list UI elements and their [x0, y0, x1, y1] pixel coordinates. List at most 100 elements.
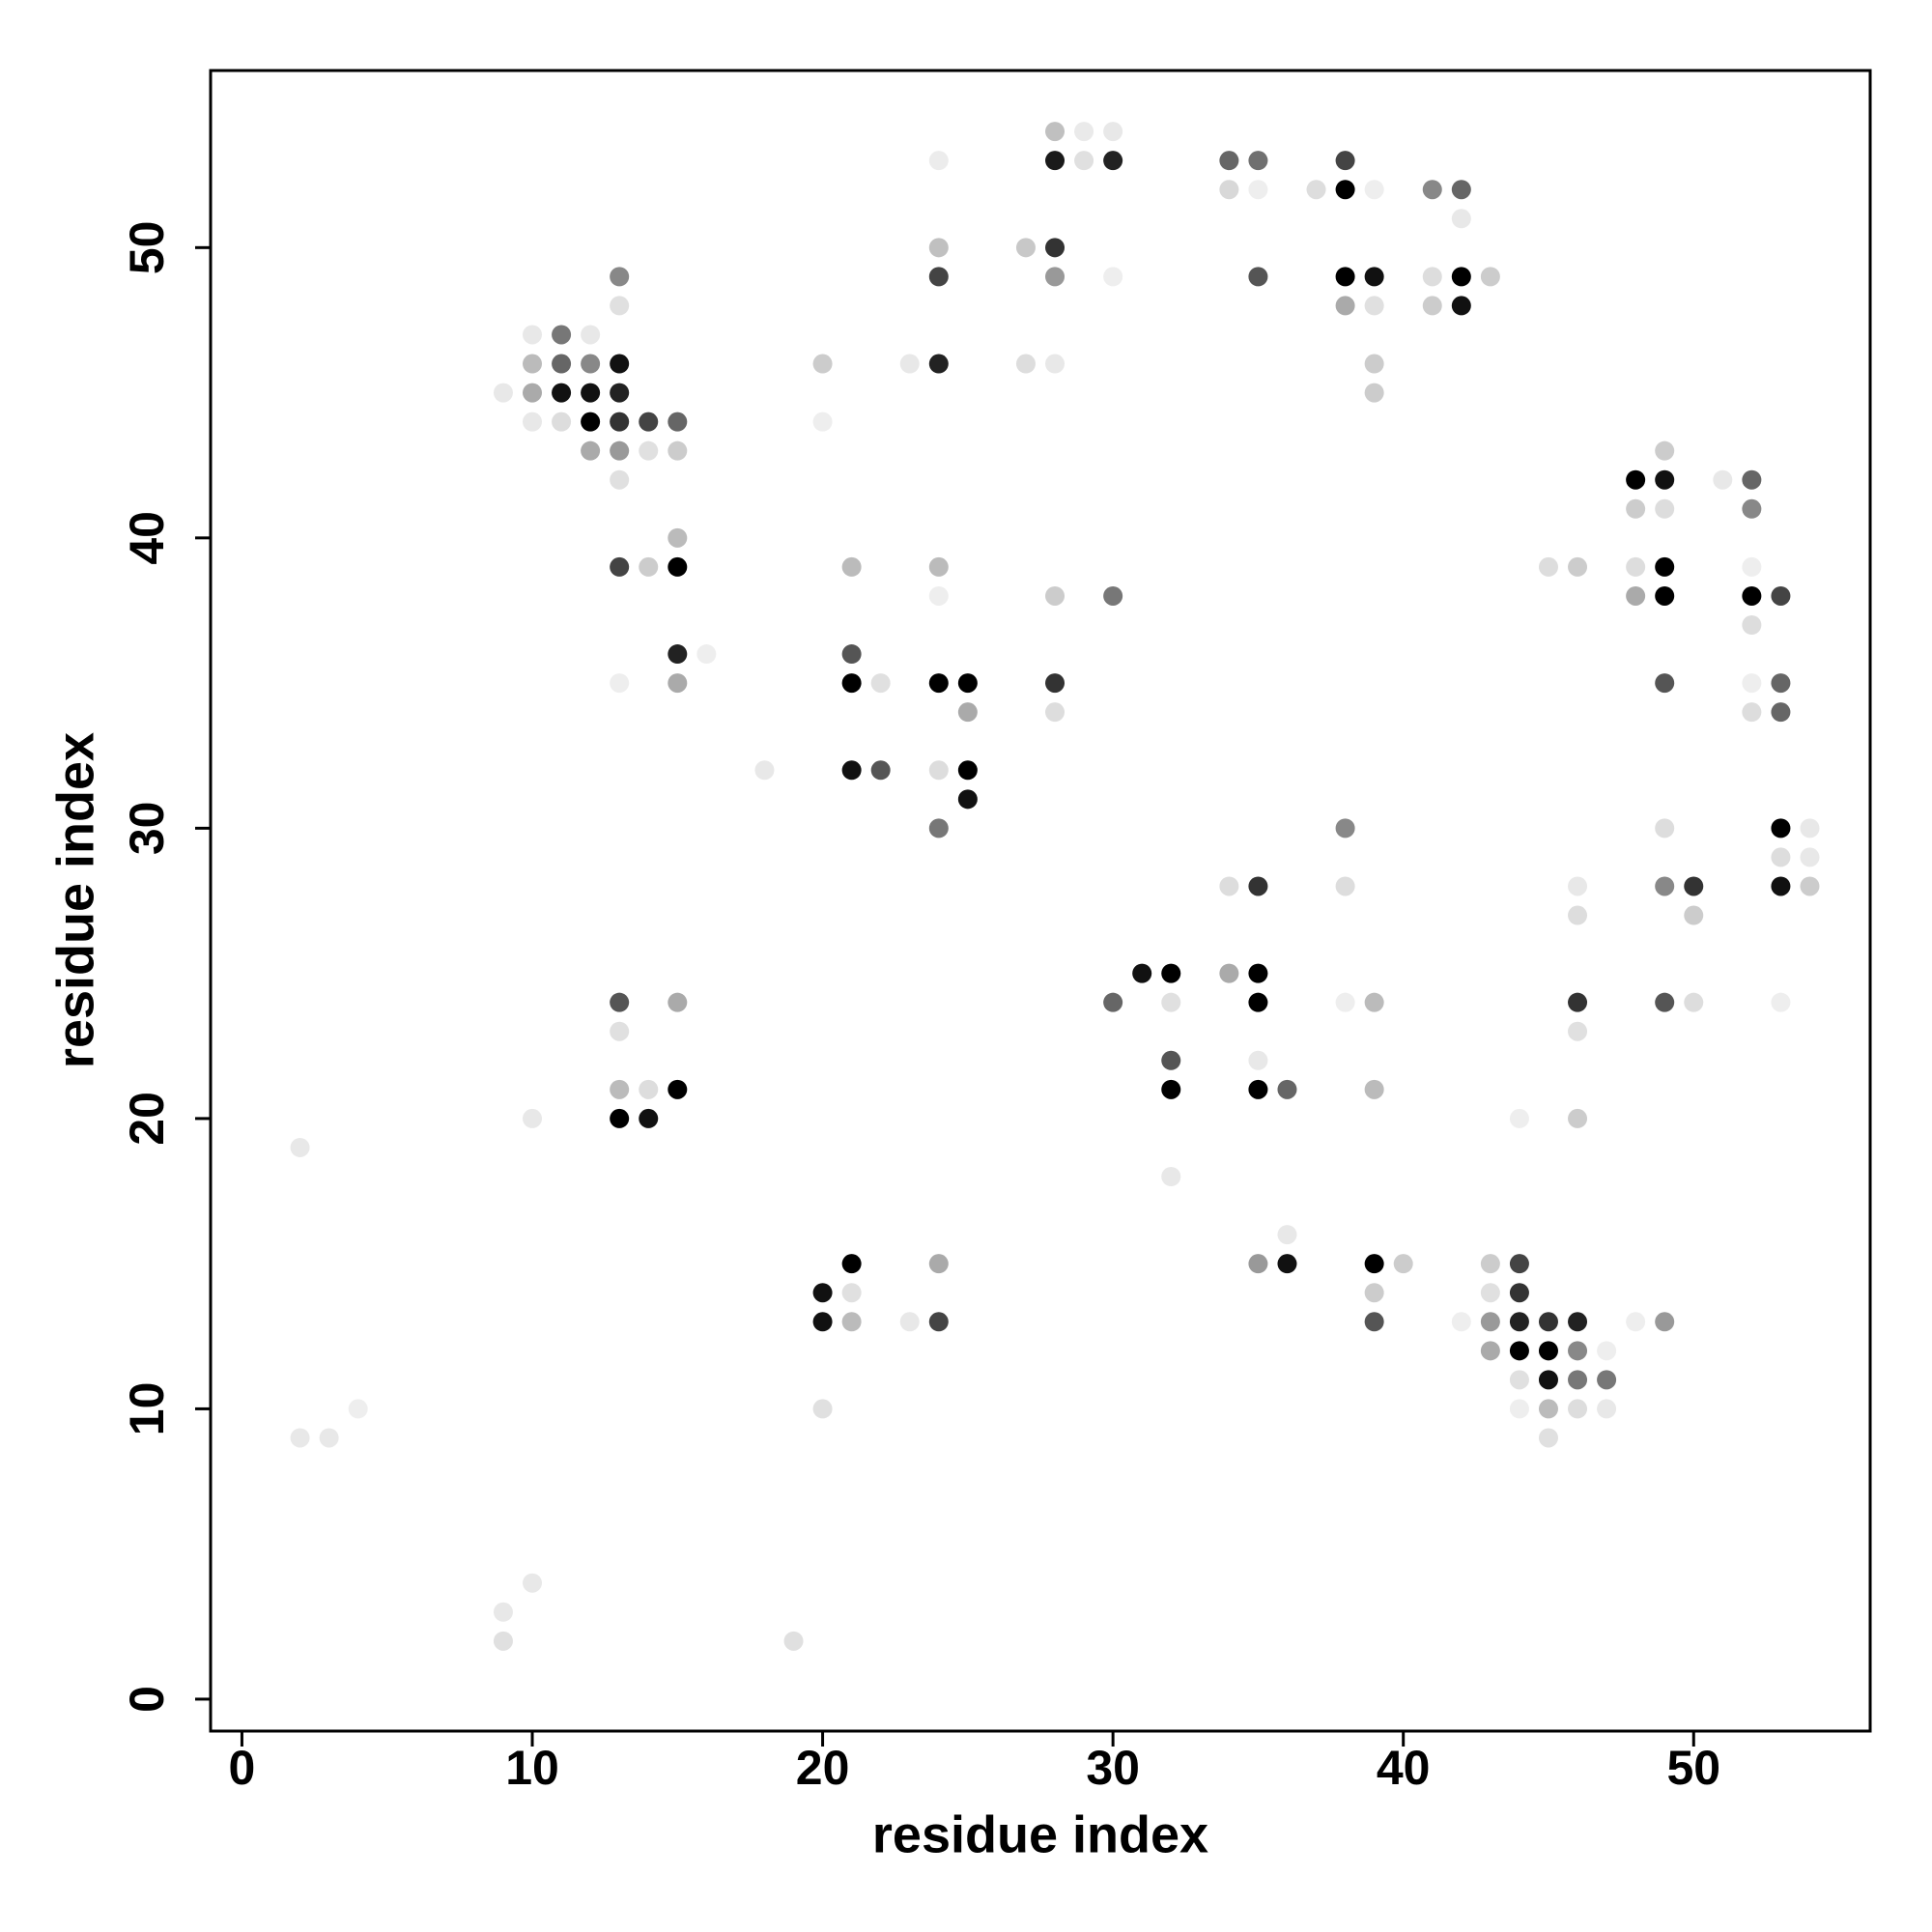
contact-point — [1597, 1341, 1617, 1361]
contact-point — [841, 644, 862, 665]
contact-point — [957, 673, 978, 694]
contact-point — [1335, 296, 1355, 316]
contact-point — [1015, 354, 1036, 374]
contact-point — [1742, 585, 1762, 606]
contact-point — [1480, 1283, 1500, 1303]
contact-point — [1480, 1312, 1500, 1332]
contact-point — [1277, 1079, 1297, 1099]
contact-point — [841, 1312, 862, 1332]
contact-point — [1219, 180, 1239, 200]
contact-point — [523, 412, 543, 432]
contact-point — [523, 383, 543, 403]
contact-point — [581, 354, 601, 374]
x-tick-label: 20 — [796, 1741, 850, 1795]
contact-point — [668, 1079, 688, 1099]
contact-point — [1364, 180, 1384, 200]
contact-point — [1393, 1254, 1413, 1274]
contact-point — [1742, 556, 1762, 577]
contact-point — [1045, 151, 1065, 171]
x-axis-label: residue index — [872, 1805, 1208, 1863]
contact-point — [1568, 992, 1588, 1012]
contact-point — [523, 1108, 543, 1128]
contact-point — [639, 1108, 659, 1128]
contact-point — [581, 325, 601, 345]
contact-point — [639, 440, 659, 461]
y-tick-label: 20 — [120, 1092, 174, 1146]
contact-point — [1248, 267, 1268, 287]
contact-point — [1161, 963, 1181, 983]
contact-point — [1219, 151, 1239, 171]
contact-point — [1451, 267, 1471, 287]
contact-point — [1045, 122, 1065, 142]
x-tick-label: 50 — [1666, 1741, 1720, 1795]
contact-point — [812, 1399, 833, 1419]
contact-point — [290, 1137, 310, 1157]
contact-point — [668, 527, 688, 548]
contact-point — [581, 383, 601, 403]
contact-point — [668, 556, 688, 577]
contact-point — [841, 673, 862, 694]
contact-point — [1335, 267, 1355, 287]
contact-point — [1655, 673, 1675, 694]
contact-point — [841, 1283, 862, 1303]
contact-point — [1509, 1341, 1529, 1361]
contact-point — [1626, 556, 1646, 577]
contact-point — [1568, 1108, 1588, 1128]
contact-point — [1306, 180, 1326, 200]
contact-point — [841, 760, 862, 781]
contact-point — [812, 412, 833, 432]
contact-point — [1103, 585, 1123, 606]
contact-point — [1655, 498, 1675, 519]
contact-point — [1655, 876, 1675, 896]
contact-point — [1451, 296, 1471, 316]
contact-point — [1103, 122, 1123, 142]
contact-point — [1597, 1399, 1617, 1419]
contact-point — [1422, 267, 1442, 287]
contact-point — [928, 354, 949, 374]
contact-point — [1568, 556, 1588, 577]
contact-point — [1364, 992, 1384, 1012]
contact-point — [1364, 354, 1384, 374]
contact-point — [1742, 673, 1762, 694]
contact-point — [1626, 1312, 1646, 1332]
contact-point — [1335, 818, 1355, 838]
y-tick-label: 40 — [120, 511, 174, 565]
contact-point — [696, 644, 717, 665]
contact-point — [1655, 469, 1675, 490]
contact-point — [1045, 238, 1065, 258]
contact-point — [1248, 1254, 1268, 1274]
contact-point — [1538, 1370, 1558, 1390]
x-tick-label: 30 — [1086, 1741, 1140, 1795]
contact-point — [523, 325, 543, 345]
contact-point — [610, 1108, 630, 1128]
contact-point — [1364, 267, 1384, 287]
contact-point — [1422, 180, 1442, 200]
contact-point — [1451, 209, 1471, 229]
contact-point — [581, 440, 601, 461]
contact-point — [1655, 585, 1675, 606]
y-tick-label: 30 — [120, 802, 174, 856]
contact-point — [1364, 1079, 1384, 1099]
contact-point — [1015, 238, 1036, 258]
contact-point — [1800, 818, 1820, 838]
contact-point — [610, 992, 630, 1012]
contact-point — [928, 151, 949, 171]
contact-point — [1538, 1428, 1558, 1448]
x-tick-label: 40 — [1377, 1741, 1431, 1795]
contact-point — [841, 556, 862, 577]
y-tick-label: 50 — [120, 221, 174, 275]
contact-point — [1161, 992, 1181, 1012]
contact-point — [1568, 1399, 1588, 1419]
plot-frame — [209, 69, 1872, 1733]
contact-point — [1655, 992, 1675, 1012]
contact-point — [1771, 673, 1791, 694]
contact-point — [1480, 1254, 1500, 1274]
contact-point — [1771, 876, 1791, 896]
y-axis-label: residue index — [46, 732, 104, 1068]
contact-point — [1655, 1312, 1675, 1332]
contact-point — [1161, 1050, 1181, 1070]
contact-point — [1364, 383, 1384, 403]
contact-point — [581, 412, 601, 432]
contact-point — [639, 412, 659, 432]
